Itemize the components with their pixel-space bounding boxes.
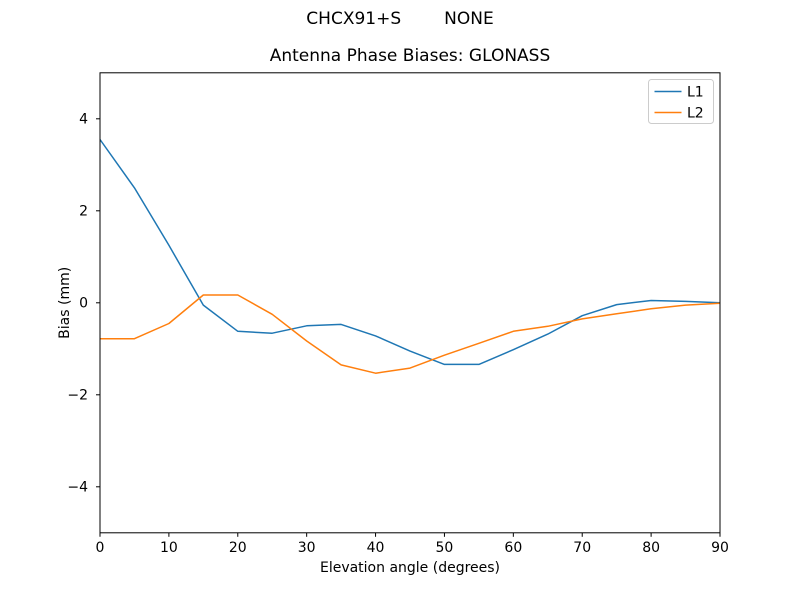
y-tick-label: 4 [79, 112, 88, 128]
figure-suptitle: CHCX91+S NONE [0, 11, 800, 28]
y-axis-ticks: −4 −2 0 2 4 [67, 112, 100, 496]
legend: L1 L2 [648, 79, 714, 124]
y-tick-label: −2 [67, 388, 88, 404]
chart-title: Antenna Phase Biases: GLONASS [269, 46, 551, 66]
suptitle-radome: NONE [444, 9, 494, 29]
x-tick-label: 20 [229, 540, 247, 556]
x-axis-label: Elevation angle (degrees) [320, 560, 500, 576]
plot-lines [99, 139, 721, 374]
x-axis-ticks: 0 10 20 30 40 50 60 70 80 90 [96, 532, 729, 556]
x-tick-label: 50 [436, 540, 454, 556]
legend-label-l1: L1 [687, 85, 704, 101]
y-tick-label: 0 [79, 296, 88, 312]
legend-frame [648, 79, 714, 124]
x-tick-label: 90 [711, 540, 729, 556]
x-tick-label: 30 [298, 540, 316, 556]
y-tick-label: −4 [67, 480, 88, 496]
x-tick-label: 0 [96, 540, 105, 556]
y-tick-label: 2 [79, 204, 88, 220]
legend-label-l2: L2 [687, 106, 704, 122]
y-axis-label: Bias (mm) [57, 267, 73, 339]
x-tick-label: 70 [573, 540, 591, 556]
x-tick-label: 10 [160, 540, 178, 556]
x-tick-label: 80 [642, 540, 660, 556]
suptitle-station: CHCX91+S [306, 9, 402, 29]
l2-line [100, 294, 721, 374]
x-tick-label: 60 [504, 540, 522, 556]
x-tick-label: 40 [367, 540, 385, 556]
l1-line [99, 139, 721, 366]
